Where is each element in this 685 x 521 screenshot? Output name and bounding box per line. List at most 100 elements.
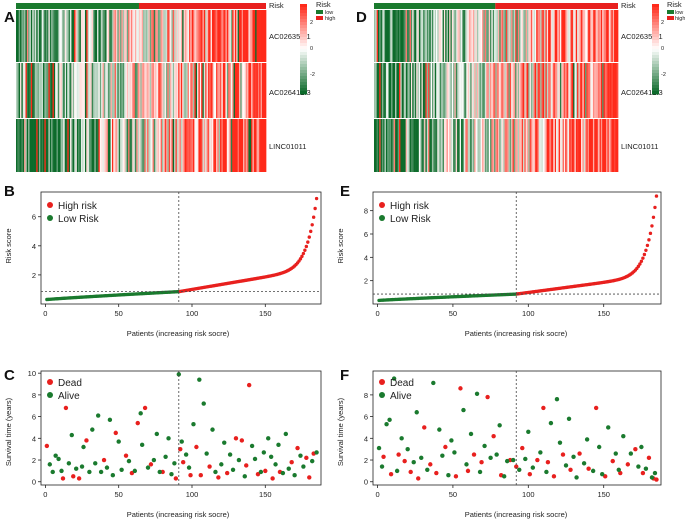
heatmap-cell bbox=[534, 63, 537, 118]
dead-point bbox=[560, 452, 566, 457]
heatmap-cell bbox=[399, 10, 401, 62]
heatmap-cell bbox=[438, 119, 441, 172]
dead-point bbox=[402, 458, 407, 464]
heatmap-cell bbox=[556, 10, 558, 62]
heatmap-cell bbox=[515, 63, 517, 118]
color-scale-step bbox=[652, 25, 659, 29]
color-scale-step bbox=[300, 76, 307, 80]
heatmap-cell bbox=[180, 10, 183, 62]
heatmap-cell bbox=[450, 63, 453, 118]
alive-point bbox=[482, 443, 487, 449]
heatmap-cell bbox=[253, 119, 256, 172]
heatmap-cell bbox=[171, 63, 174, 118]
heatmap-cell bbox=[237, 63, 240, 118]
x-tick-label: 100 bbox=[186, 490, 199, 499]
color-scale-step bbox=[652, 4, 659, 8]
heatmap-cell bbox=[544, 119, 546, 172]
heatmap-cell bbox=[538, 10, 541, 62]
dead-point bbox=[142, 405, 148, 411]
heatmap-cell bbox=[476, 10, 479, 62]
heatmap-d-risk-label: Risk bbox=[621, 1, 636, 10]
color-scale-step bbox=[300, 46, 307, 50]
heatmap-cell bbox=[51, 63, 53, 118]
alive-point bbox=[66, 461, 72, 466]
heatmap-cell bbox=[482, 119, 484, 172]
heatmap-cell bbox=[449, 63, 451, 118]
heatmap-cell bbox=[550, 10, 553, 62]
heatmap-cell bbox=[426, 63, 429, 118]
color-scale-step bbox=[300, 91, 307, 95]
heatmap-cell bbox=[174, 119, 176, 172]
heatmap-cell bbox=[581, 119, 583, 172]
heatmap-cell bbox=[454, 119, 457, 172]
heatmap-cell bbox=[573, 63, 575, 118]
heatmap-cell bbox=[98, 10, 101, 62]
heatmap-cell bbox=[458, 119, 461, 172]
scale-tick-0: 0 bbox=[661, 46, 664, 52]
panel-label-f: F bbox=[340, 367, 349, 384]
heatmap-cell bbox=[384, 63, 387, 118]
heatmap-cell bbox=[595, 119, 598, 172]
heatmap-cell bbox=[21, 63, 24, 118]
heatmap-cell bbox=[570, 10, 573, 62]
heatmap-cell bbox=[414, 10, 417, 62]
heatmap-cell bbox=[79, 119, 82, 172]
dead-point bbox=[263, 468, 268, 474]
color-scale-step bbox=[652, 34, 659, 38]
plot-frame bbox=[40, 191, 322, 305]
heatmap-cell bbox=[182, 10, 184, 62]
heatmap-cell bbox=[578, 119, 581, 172]
color-scale-step bbox=[652, 88, 659, 92]
heatmap-cell bbox=[194, 63, 197, 118]
heatmap-cell bbox=[614, 10, 616, 62]
heatmap-cell bbox=[33, 10, 36, 62]
alive-point bbox=[283, 431, 289, 437]
alive-point bbox=[497, 423, 502, 428]
heatmap-cell bbox=[79, 63, 82, 118]
heatmap-cell bbox=[458, 63, 461, 118]
heatmap-cell bbox=[147, 119, 149, 172]
heatmap-cell bbox=[193, 119, 195, 172]
heatmap-cell bbox=[172, 63, 175, 118]
color-scale-step bbox=[300, 19, 307, 23]
heatmap-cell bbox=[186, 63, 188, 118]
heatmap-cell bbox=[397, 10, 400, 62]
alive-point bbox=[596, 444, 602, 450]
heatmap-cell bbox=[174, 10, 176, 62]
heatmap-cell bbox=[136, 119, 138, 172]
heatmap-cell bbox=[222, 10, 225, 62]
heatmap-cell bbox=[253, 10, 256, 62]
alive-point bbox=[461, 407, 466, 413]
heatmap-cell bbox=[107, 10, 110, 62]
heatmap-cell bbox=[602, 10, 604, 62]
heatmap-cell bbox=[549, 119, 552, 172]
heatmap-cell bbox=[600, 63, 603, 118]
heatmap-cell bbox=[471, 119, 474, 172]
heatmap-cell bbox=[57, 119, 60, 172]
dead-point bbox=[568, 467, 573, 472]
heatmap-cell bbox=[490, 119, 492, 172]
heatmap-cell bbox=[236, 63, 238, 118]
heatmap-cell bbox=[234, 63, 237, 118]
heatmap-cell bbox=[604, 10, 607, 62]
heatmap-cell bbox=[79, 10, 82, 62]
heatmap-cell bbox=[101, 119, 103, 172]
heatmap-cell bbox=[384, 119, 387, 172]
heatmap-cell bbox=[579, 10, 582, 62]
dead-point bbox=[216, 475, 221, 480]
heatmap-cell bbox=[503, 10, 505, 62]
color-scale-step bbox=[300, 10, 307, 14]
heatmap-cell bbox=[137, 63, 140, 118]
high-risk-point bbox=[298, 257, 303, 261]
heatmap-cell bbox=[113, 119, 115, 172]
heatmap-cell bbox=[18, 63, 21, 118]
heatmap-cell bbox=[148, 10, 151, 62]
heatmap-cell bbox=[447, 63, 450, 118]
high-risk-point bbox=[638, 262, 642, 266]
heatmap-cell bbox=[437, 63, 439, 118]
alive-point bbox=[544, 469, 549, 475]
color-scale-step bbox=[300, 55, 307, 59]
heatmap-cell bbox=[608, 10, 611, 62]
heatmap-cell bbox=[598, 119, 600, 172]
heatmap-cell bbox=[210, 119, 213, 172]
